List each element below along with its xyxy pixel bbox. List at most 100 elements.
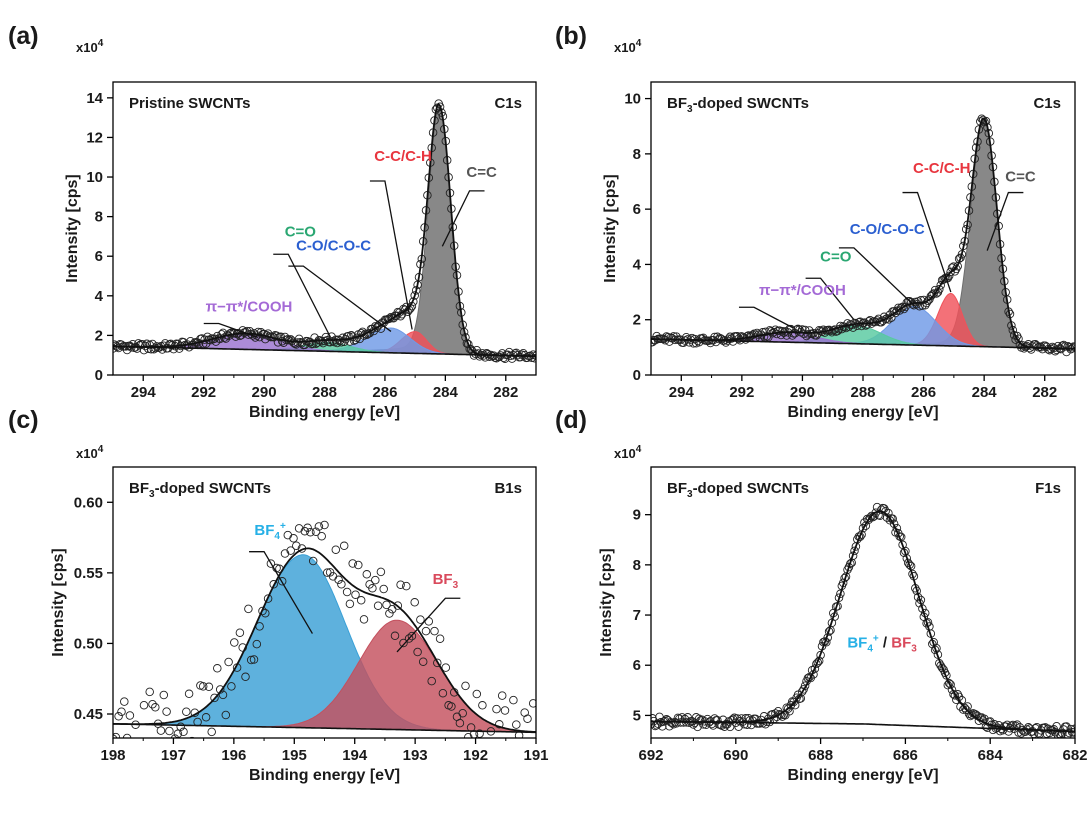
- data-point: [277, 577, 287, 586]
- data-point: [213, 664, 222, 673]
- data-point: [495, 720, 504, 729]
- data-point: [252, 639, 262, 649]
- y-tick-label: 0.60: [74, 494, 103, 511]
- data-point: [464, 732, 473, 738]
- x-tick-label: 196: [221, 747, 246, 764]
- data-point: [918, 604, 927, 613]
- data-point: [269, 580, 278, 589]
- data-point: [658, 722, 667, 731]
- y-multiplier: x104: [614, 38, 642, 55]
- data-point: [530, 353, 536, 363]
- data-points: [113, 520, 536, 752]
- data-point: [204, 682, 214, 692]
- data-point: [475, 352, 484, 361]
- y-tick-label: 7: [633, 607, 641, 624]
- data-point: [410, 291, 419, 300]
- y-multiplier: x104: [76, 444, 104, 461]
- data-point: [836, 589, 845, 599]
- data-point: [500, 706, 510, 715]
- y-multiplier: x104: [76, 38, 104, 55]
- peak-label-c-o: C=O: [820, 249, 852, 266]
- data-point: [1063, 341, 1073, 351]
- data-point: [283, 530, 293, 540]
- data-point: [137, 744, 145, 752]
- data-point: [184, 689, 194, 699]
- y-tick-label: 2: [633, 312, 641, 329]
- data-point: [392, 311, 401, 321]
- sample-title: BF3-doped SWCNTs: [667, 480, 809, 500]
- data-point: [427, 676, 436, 686]
- data-point: [393, 601, 403, 610]
- y-tick-label: 10: [624, 91, 641, 108]
- data-point: [362, 570, 372, 579]
- x-tick-label: 688: [808, 747, 833, 764]
- y-tick-label: 0.45: [74, 706, 103, 723]
- data-point: [376, 567, 386, 577]
- data-point: [385, 609, 394, 618]
- data-point: [458, 708, 467, 718]
- data-point: [359, 615, 369, 624]
- data-point: [224, 657, 233, 667]
- fit-envelope: [113, 102, 536, 358]
- peak-label-bf4-: BF4+: [254, 521, 286, 542]
- data-point: [509, 695, 518, 705]
- peak-annotation: BF4+ / BF3: [847, 634, 917, 655]
- data-point: [492, 704, 501, 714]
- peak-label-bf3: BF3: [433, 571, 459, 591]
- leader-line: [369, 180, 413, 330]
- data-point: [889, 519, 899, 529]
- data-point: [148, 699, 157, 709]
- x-tick-label: 194: [342, 747, 368, 764]
- peak-label-c-o: C=O: [285, 223, 317, 240]
- data-point: [881, 314, 890, 324]
- x-axis-title: Binding energy [eV]: [249, 404, 400, 421]
- data-point: [337, 580, 346, 589]
- data-point: [306, 527, 315, 537]
- data-point: [447, 702, 456, 711]
- data-point: [713, 715, 722, 725]
- data-point: [512, 720, 521, 729]
- plot-frame: [112, 81, 537, 376]
- data-point: [339, 337, 349, 347]
- y-tick-label: 8: [633, 146, 641, 163]
- y-multiplier: x104: [614, 444, 642, 461]
- data-point: [289, 534, 298, 543]
- data-point: [800, 325, 810, 335]
- data-point: [286, 546, 295, 555]
- y-tick-label: 2: [95, 327, 103, 344]
- data-point: [117, 707, 126, 716]
- data-point: [803, 330, 813, 339]
- data-point: [289, 338, 298, 348]
- data-point: [165, 726, 174, 736]
- data-point: [441, 663, 451, 672]
- data-point: [201, 713, 211, 722]
- data-point: [399, 638, 408, 648]
- data-point: [349, 336, 359, 345]
- data-point: [716, 720, 725, 730]
- data-point: [786, 700, 796, 710]
- data-point: [858, 524, 868, 533]
- data-point: [682, 332, 691, 342]
- panel-letter: (c): [8, 406, 39, 434]
- data-point: [1045, 345, 1054, 355]
- x-axis-title: Binding energy [eV]: [787, 767, 938, 784]
- data-point: [351, 590, 360, 599]
- data-point: [210, 693, 219, 703]
- data-point: [230, 638, 239, 647]
- data-point: [345, 599, 355, 609]
- y-tick-label: 0: [633, 367, 641, 384]
- data-point: [227, 682, 236, 691]
- leader-line: [902, 191, 952, 293]
- data-point: [1021, 727, 1030, 737]
- x-tick-label: 290: [790, 384, 815, 401]
- x-tick-label: 690: [723, 747, 748, 764]
- leader-line: [203, 322, 259, 338]
- data-point: [745, 716, 755, 725]
- data-point: [170, 734, 180, 738]
- data-point: [1053, 341, 1063, 351]
- peak-label-c-c-c-h: C-C/C-H: [374, 148, 432, 165]
- data-point: [800, 681, 810, 690]
- data-point: [371, 575, 380, 585]
- y-tick-label: 5: [633, 707, 641, 724]
